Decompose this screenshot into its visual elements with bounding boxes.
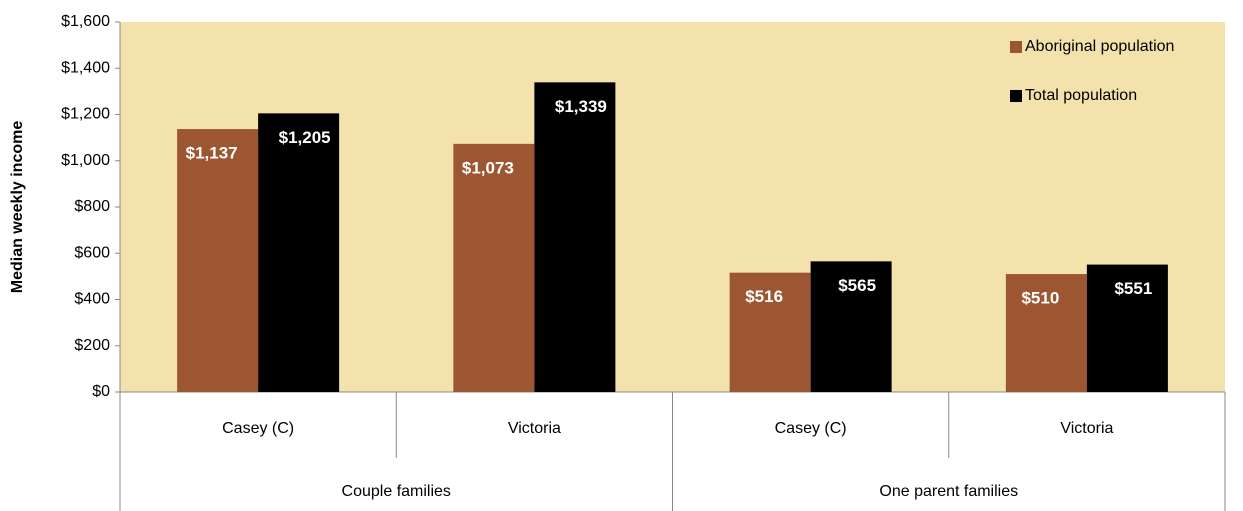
y-tick-label: $1,600 [61, 13, 110, 30]
bar [258, 113, 340, 392]
data-label: $1,073 [462, 158, 514, 177]
x-tick-label: Victoria [1060, 420, 1113, 437]
y-tick-label: $800 [74, 198, 110, 215]
data-label: $1,339 [555, 97, 607, 116]
y-tick-label: $600 [74, 244, 110, 261]
y-tick-label: $1,400 [61, 59, 110, 76]
bar [1005, 274, 1087, 392]
data-label: $510 [1021, 289, 1059, 308]
data-label: $516 [745, 287, 783, 306]
data-label: $1,205 [279, 128, 331, 147]
bar [453, 143, 535, 392]
group-label: One parent families [879, 483, 1018, 500]
data-label: $551 [1114, 279, 1152, 298]
bar [177, 129, 259, 392]
bar [729, 272, 811, 392]
legend-label: Total population [1025, 87, 1137, 104]
data-label: $565 [838, 276, 876, 295]
bar [1086, 264, 1168, 392]
y-tick-label: $400 [74, 291, 110, 308]
legend-swatch [1010, 90, 1022, 102]
bar [810, 261, 892, 392]
data-label: $1,137 [186, 144, 238, 163]
y-tick-label: $0 [92, 383, 110, 400]
x-tick-label: Casey (C) [775, 420, 847, 437]
legend-label: Aboriginal population [1025, 38, 1174, 55]
bar [534, 82, 616, 392]
group-label: Couple families [342, 483, 451, 500]
y-tick-label: $1,000 [61, 152, 110, 169]
x-tick-label: Casey (C) [222, 420, 294, 437]
y-tick-label: $1,200 [61, 106, 110, 123]
y-tick-label: $200 [74, 337, 110, 354]
legend-swatch [1010, 41, 1022, 53]
x-tick-label: Victoria [508, 420, 561, 437]
y-axis-label: Median weekly income [9, 121, 26, 294]
